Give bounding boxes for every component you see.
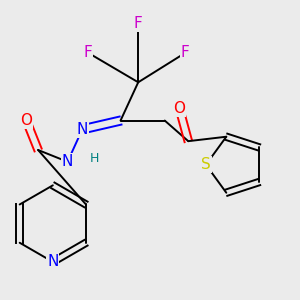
Text: O: O (173, 101, 185, 116)
Text: N: N (47, 254, 58, 269)
Text: N: N (62, 154, 73, 169)
Text: O: O (20, 113, 32, 128)
Text: S: S (201, 157, 211, 172)
Text: H: H (89, 152, 99, 165)
Text: F: F (84, 45, 92, 60)
Text: N: N (76, 122, 88, 137)
Text: F: F (181, 45, 190, 60)
Text: F: F (134, 16, 142, 31)
